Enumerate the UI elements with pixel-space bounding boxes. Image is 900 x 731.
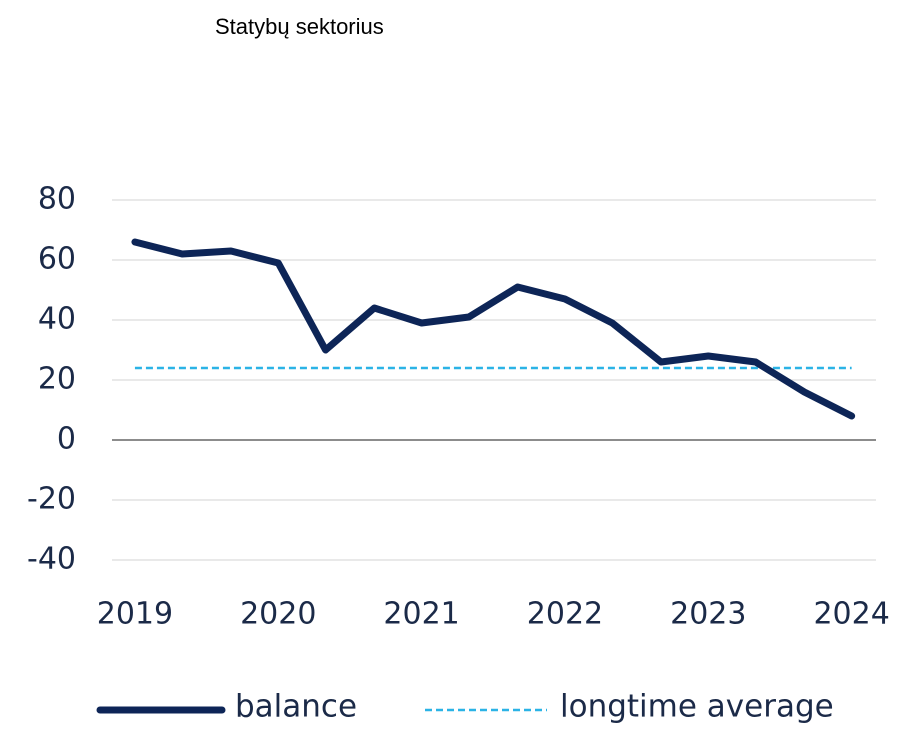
chart-title: Statybų sektorius	[215, 14, 384, 39]
y-tick-label: 0	[57, 422, 76, 457]
y-tick-label: 60	[38, 242, 76, 277]
y-tick-label: -20	[27, 482, 76, 517]
series-line	[131, 238, 856, 420]
x-tick-label: 2020	[240, 597, 316, 632]
x-tick-label: 2019	[97, 597, 173, 632]
y-tick-label: 20	[38, 362, 76, 397]
legend-label: longtime average	[560, 689, 834, 725]
y-tick-label: 40	[38, 302, 76, 337]
y-tick-label: -40	[27, 542, 76, 577]
x-tick-label: 2021	[383, 597, 459, 632]
x-tick-label: 2023	[670, 597, 746, 632]
y-tick-label: 80	[38, 182, 76, 217]
legend-label: balance	[235, 689, 357, 725]
x-tick-label: 2024	[813, 597, 889, 632]
x-tick-label: 2022	[527, 597, 603, 632]
